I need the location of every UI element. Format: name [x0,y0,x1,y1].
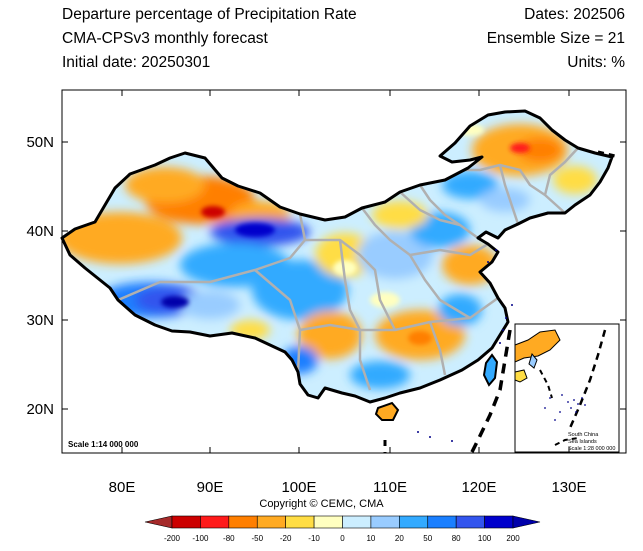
y-tick-label: 40N [26,223,54,240]
x-tick-label: 110E [373,479,407,496]
colorbar-tick-label: -10 [308,534,320,543]
colorbar-low-end [144,515,173,529]
china-national-border [60,109,614,404]
taiwan-island [482,353,499,387]
colorbar-box [484,515,514,529]
colorbar-tick-label: -80 [223,534,235,543]
x-tick-label: 130E [551,479,586,496]
colorbar-tick-label: -100 [192,534,209,543]
colorbar-tick-label: 20 [395,534,404,543]
colorbar-tick-label: -50 [251,534,263,543]
colorbar-box [256,515,286,529]
map-title: Departure percentage of Precipitation Ra… [62,6,357,23]
x-tick-label: 90E [197,479,224,496]
inset-scale-label: Scale 1:28 000 000 [568,446,615,452]
colorbar-tick-label: 50 [423,534,432,543]
colorbar-box [427,515,457,529]
colorbar-tick-label: -20 [280,534,292,543]
map-frame [61,89,627,454]
initial-date: Initial date: 20250301 [62,54,211,71]
ensemble-size: Ensemble Size = 21 [486,30,625,47]
colorbar: -200 -100 -80 -50 -20 -10 0 10 20 50 80 100 200 [144,515,541,543]
colorbar-box [228,515,258,529]
copyright-notice: Copyright © CEMC, CMA [259,498,384,510]
colorbar-tick-label: 0 [340,534,345,543]
maritime-boundary [383,150,616,453]
colorbar-tick-label: 10 [366,534,375,543]
axis-ticks [62,90,626,453]
units-label: Units: % [567,54,625,71]
colorbar-box [171,515,201,529]
colorbar-box [313,515,343,529]
colorbar-box [285,515,315,529]
x-tick-label: 80E [109,479,136,496]
colorbar-box [455,515,485,529]
colorbar-tick-label: 200 [506,534,520,543]
colorbar-high-end [512,515,541,529]
map-scale-label: Scale 1:14 000 000 [68,440,139,449]
coastal-islands [417,249,513,442]
inset-label-line2: Sea Islands [568,439,597,445]
x-tick-label: 120E [461,479,496,496]
colorbar-tick-label: 80 [452,534,461,543]
inset-label-line1: South China [568,432,599,438]
model-subtitle: CMA-CPSv3 monthly forecast [62,30,268,47]
colorbar-tick-label: -200 [164,534,181,543]
colorbar-tick-label: 100 [478,534,492,543]
hainan-island [374,401,400,421]
y-tick-label: 50N [26,134,54,151]
x-tick-label: 100E [281,479,316,496]
y-tick-label: 30N [26,312,54,329]
colorbar-box [370,515,400,529]
south-china-sea-inset: South China Sea Islands Scale 1:28 000 0… [514,323,620,453]
y-tick-label: 20N [26,401,54,418]
colorbar-box [399,515,429,529]
forecast-dates: Dates: 202506 [524,6,625,23]
colorbar-box [342,515,372,529]
colorbar-box [200,515,230,529]
